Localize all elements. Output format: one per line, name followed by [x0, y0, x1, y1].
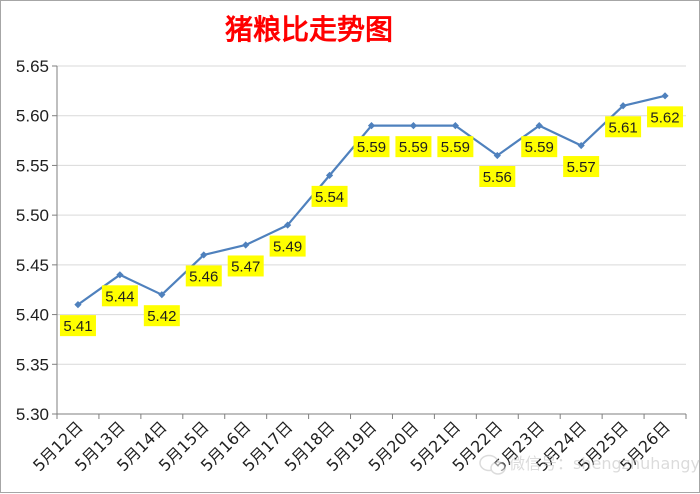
- data-labels: 5.41 5.44 5.42 5.46 5.47 5.49 5.54 5.59 5.59 5.59…: [59, 106, 684, 337]
- y-tick-label: 5.40: [16, 306, 49, 325]
- data-label: 5.61: [608, 119, 637, 136]
- data-point: [116, 271, 124, 279]
- data-point: [451, 122, 459, 130]
- data-point: [367, 122, 376, 130]
- data-label-box: [647, 106, 684, 128]
- y-tick-label: 5.30: [16, 405, 49, 424]
- data-label-box: [563, 156, 600, 178]
- y-tick-labels: 5.30 5.35 5.40 5.45 5.50 5.55 5.60 5.65: [16, 57, 49, 424]
- data-point: [284, 221, 292, 229]
- data-label-box: [311, 185, 348, 207]
- data-label: 5.59: [399, 139, 428, 156]
- data-label: 5.56: [483, 169, 512, 186]
- data-label-box: [437, 136, 474, 158]
- data-point: [661, 92, 669, 100]
- data-label: 5.47: [231, 258, 260, 275]
- data-label: 5.44: [105, 288, 134, 305]
- data-label: 5.41: [63, 318, 92, 335]
- data-label-box: [479, 165, 516, 187]
- data-point: [409, 122, 418, 130]
- chart-title: 猪粮比走势图: [225, 13, 393, 46]
- data-label: 5.57: [567, 159, 596, 176]
- y-tick-label: 5.55: [16, 156, 49, 175]
- data-label-box: [101, 285, 138, 307]
- data-point: [325, 171, 334, 179]
- data-label-box: [395, 136, 432, 158]
- data-point: [74, 301, 82, 309]
- data-label-box: [605, 116, 642, 138]
- data-label: 5.62: [650, 109, 679, 126]
- data-label: 5.59: [441, 139, 470, 156]
- series-layer: [74, 92, 669, 309]
- data-label-box: [269, 235, 306, 257]
- data-label: 5.42: [147, 308, 176, 325]
- data-label-box: [185, 265, 222, 287]
- data-label-box: [227, 255, 264, 277]
- y-tick-label: 5.35: [16, 355, 49, 374]
- data-label: 5.54: [315, 189, 344, 206]
- y-tick-label: 5.50: [16, 206, 49, 225]
- data-point: [577, 141, 585, 150]
- data-label-box: [353, 136, 390, 158]
- data-point: [158, 291, 166, 299]
- data-label: 5.49: [273, 239, 302, 256]
- wechat-logo-icon: [479, 454, 506, 475]
- watermark: 微信号：shengzhuhangye: [479, 454, 700, 475]
- y-tick-label: 5.65: [16, 57, 49, 76]
- y-tick-label: 5.60: [16, 107, 49, 126]
- data-label: 5.59: [357, 139, 386, 156]
- data-label: 5.46: [189, 268, 218, 285]
- data-label-box: [59, 315, 96, 337]
- data-point: [242, 241, 250, 249]
- data-point: [619, 102, 627, 110]
- y-tick-label: 5.45: [16, 256, 49, 275]
- axis-layer: [52, 65, 687, 419]
- data-label-box: [143, 305, 180, 327]
- data-label-box: [521, 136, 558, 158]
- data-label: 5.59: [525, 139, 554, 156]
- data-point: [535, 122, 543, 130]
- watermark-text: 微信号：shengzhuhangye: [509, 454, 700, 473]
- data-point: [493, 151, 501, 160]
